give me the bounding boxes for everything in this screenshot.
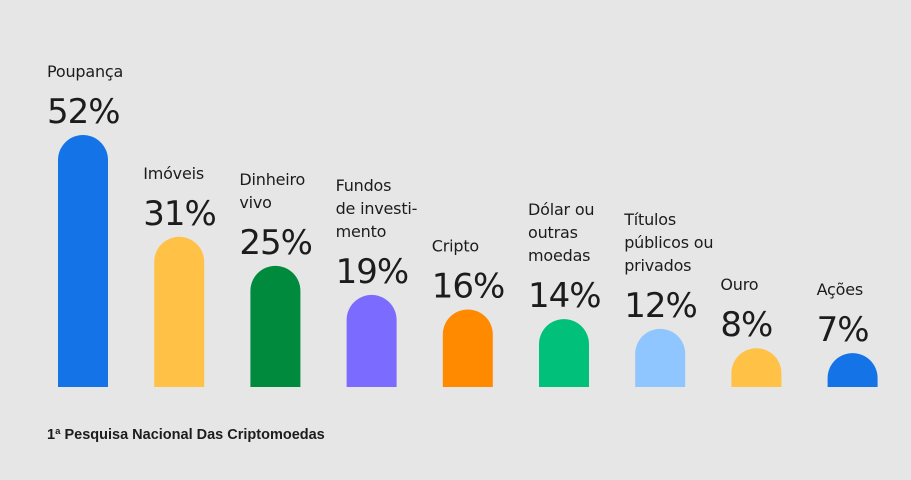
bar-6 bbox=[539, 319, 589, 387]
bar-7 bbox=[635, 328, 686, 387]
bar-7-category-label: públicos ou bbox=[624, 233, 713, 252]
bar-6-category-label: outras bbox=[528, 223, 578, 242]
bar-3-category-label: Dinheiro bbox=[239, 170, 305, 189]
bar-7-category-label: Títulos bbox=[623, 210, 676, 229]
bar-3-value-label: 25% bbox=[239, 223, 312, 263]
bar-4-category-label: mento bbox=[336, 222, 387, 241]
source-caption: 1ª Pesquisa Nacional Das Criptomoedas bbox=[47, 427, 325, 443]
bar-4 bbox=[346, 294, 397, 387]
bar-1-category-label: Poupança bbox=[47, 62, 123, 81]
bar-8-category-label: Ouro bbox=[720, 275, 758, 294]
bar-6-category-label: moedas bbox=[528, 246, 590, 265]
bar-5-value-label: 16% bbox=[432, 266, 505, 306]
bar-8-value-label: 8% bbox=[720, 305, 772, 345]
bar-4-category-label: de investi- bbox=[336, 199, 418, 218]
bar-5-category-label: Cripto bbox=[432, 236, 479, 255]
bar-6-category-label: Dólar ou bbox=[528, 200, 594, 219]
bar-3 bbox=[250, 265, 301, 387]
bar-4-value-label: 19% bbox=[336, 252, 409, 292]
bar-9-category-label: Ações bbox=[817, 280, 863, 299]
bar-4-category-label: Fundos bbox=[336, 176, 392, 195]
bar-7-category-label: privados bbox=[624, 256, 691, 275]
bar-8 bbox=[731, 348, 782, 387]
bar-2 bbox=[154, 236, 205, 387]
bar-6-value-label: 14% bbox=[528, 276, 601, 316]
bar-7-value-label: 12% bbox=[624, 286, 697, 326]
bar-9-value-label: 7% bbox=[817, 310, 869, 350]
bar-1-value-label: 52% bbox=[47, 92, 120, 132]
bar-3-category-label: vivo bbox=[239, 193, 271, 212]
bar-1 bbox=[58, 135, 108, 387]
bar-5 bbox=[442, 309, 493, 387]
bar-9 bbox=[827, 353, 878, 387]
bar-2-value-label: 31% bbox=[143, 194, 216, 234]
bar-2-category-label: Imóveis bbox=[143, 164, 204, 183]
